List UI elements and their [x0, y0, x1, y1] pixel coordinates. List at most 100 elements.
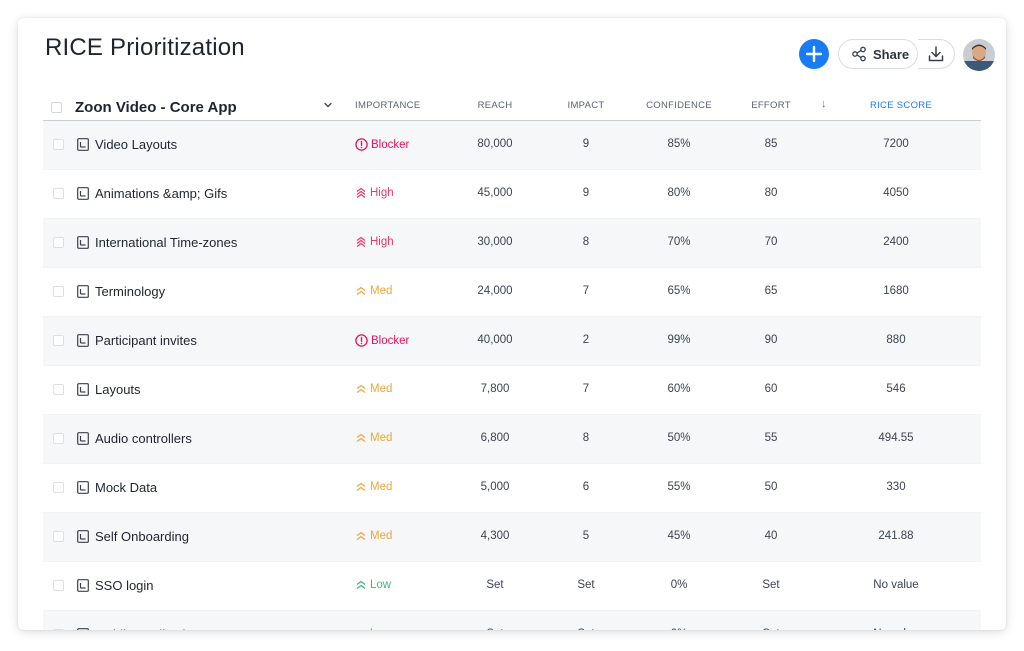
row-name[interactable]: SSO login: [95, 578, 154, 593]
row-name[interactable]: Animations &amp; Gifs: [95, 186, 228, 201]
reach-cell[interactable]: 45,000: [477, 187, 513, 199]
confidence-cell[interactable]: 70%: [667, 236, 691, 248]
row-checkbox[interactable]: [53, 237, 64, 248]
sort-arrow-icon[interactable]: ↓: [821, 98, 827, 110]
row-name[interactable]: Video Layouts: [95, 137, 178, 152]
effort-cell[interactable]: Set: [762, 579, 780, 591]
row-name[interactable]: Terminology: [95, 284, 166, 299]
reach-cell[interactable]: 5,000: [480, 481, 510, 493]
confidence-cell[interactable]: 85%: [667, 138, 691, 150]
importance-badge[interactable]: Med: [355, 432, 392, 444]
row-name[interactable]: Mock Data: [95, 480, 158, 495]
effort-cell[interactable]: 40: [764, 530, 778, 542]
confidence-cell[interactable]: 80%: [667, 187, 691, 199]
confidence-cell[interactable]: 0%: [670, 579, 688, 591]
row-checkbox[interactable]: [53, 384, 64, 395]
add-item-button[interactable]: [799, 39, 829, 69]
header-impact[interactable]: IMPACT: [567, 100, 605, 111]
table-row[interactable]: Audio controllers Med 6,800 8 50% 55 494.55: [43, 415, 981, 464]
chevron-down-icon[interactable]: [323, 100, 333, 110]
header-confidence[interactable]: CONFIDENCE: [646, 100, 712, 111]
table-row[interactable]: International Time-zones High 30,000 8 70% 70…: [43, 219, 981, 268]
reach-cell[interactable]: 6,800: [480, 432, 510, 444]
reach-cell[interactable]: 80,000: [477, 138, 513, 150]
effort-cell[interactable]: Set: [747, 628, 795, 630]
row-name[interactable]: Layouts: [95, 382, 141, 397]
impact-cell[interactable]: 8: [582, 236, 590, 248]
row-name[interactable]: Participant invites: [95, 333, 197, 348]
confidence-cell[interactable]: 45%: [667, 530, 691, 542]
header-effort[interactable]: EFFORT: [751, 100, 791, 111]
impact-cell[interactable]: 2: [582, 334, 590, 346]
impact-cell[interactable]: 6: [582, 481, 590, 493]
confidence-cell[interactable]: 0%: [639, 628, 719, 630]
reach-cell[interactable]: 24,000: [477, 285, 513, 297]
row-checkbox[interactable]: [53, 335, 64, 346]
row-checkbox[interactable]: [53, 531, 64, 542]
effort-cell[interactable]: 65: [764, 285, 778, 297]
impact-cell[interactable]: 7: [582, 383, 590, 395]
row-checkbox[interactable]: [53, 629, 64, 630]
reach-cell[interactable]: 40,000: [477, 334, 513, 346]
reach-cell[interactable]: Set: [486, 579, 504, 591]
table-row[interactable]: Terminology Med 24,000 7 65% 65 1680: [43, 268, 981, 317]
confidence-cell[interactable]: 60%: [667, 383, 691, 395]
row-name[interactable]: Audio controllers: [95, 431, 192, 446]
row-checkbox[interactable]: [53, 433, 64, 444]
header-rice-score[interactable]: RICE SCORE: [869, 100, 933, 111]
table-row[interactable]: Mobile Application Low Set Set 0% Set No value: [43, 611, 981, 630]
row-name[interactable]: International Time-zones: [95, 235, 238, 250]
share-button[interactable]: Share: [838, 39, 918, 69]
header-reach[interactable]: REACH: [477, 100, 513, 111]
importance-badge[interactable]: High: [355, 236, 394, 248]
table-row[interactable]: Animations &amp; Gifs High 45,000 9 80% 80 405…: [43, 170, 981, 219]
row-checkbox[interactable]: [53, 188, 64, 199]
user-avatar[interactable]: [963, 39, 995, 71]
importance-badge[interactable]: Low: [355, 579, 391, 591]
impact-cell[interactable]: 8: [582, 432, 590, 444]
impact-cell[interactable]: 5: [582, 530, 590, 542]
confidence-cell[interactable]: 99%: [667, 334, 691, 346]
importance-badge[interactable]: Blocker: [355, 138, 409, 151]
reach-cell[interactable]: 30,000: [477, 236, 513, 248]
table-row[interactable]: Video Layouts Blocker 80,000 9 85% 85 7200: [43, 121, 981, 170]
importance-badge[interactable]: High: [355, 187, 394, 199]
select-all-checkbox[interactable]: [51, 102, 62, 113]
importance-badge[interactable]: Blocker: [355, 334, 409, 347]
download-button[interactable]: [918, 39, 955, 69]
confidence-cell[interactable]: 65%: [667, 285, 691, 297]
reach-cell[interactable]: 7,800: [480, 383, 510, 395]
reach-cell[interactable]: Set: [455, 628, 535, 630]
row-name[interactable]: Self Onboarding: [95, 529, 189, 544]
impact-cell[interactable]: 7: [582, 285, 590, 297]
table-row[interactable]: Mock Data Med 5,000 6 55% 50 330: [43, 464, 981, 513]
impact-cell[interactable]: 9: [582, 138, 590, 150]
effort-cell[interactable]: 90: [764, 334, 778, 346]
impact-cell[interactable]: Set: [577, 579, 595, 591]
row-name[interactable]: Mobile Application: [95, 627, 200, 630]
importance-badge[interactable]: Med: [355, 285, 392, 297]
importance-badge[interactable]: Med: [355, 530, 392, 542]
effort-cell[interactable]: 60: [764, 383, 778, 395]
effort-cell[interactable]: 85: [764, 138, 778, 150]
table-row[interactable]: Participant invites Blocker 40,000 2 99% 90 88…: [43, 317, 981, 366]
row-checkbox[interactable]: [53, 580, 64, 591]
effort-cell[interactable]: 50: [764, 481, 778, 493]
impact-cell[interactable]: Set: [555, 628, 617, 630]
importance-badge[interactable]: Med: [355, 383, 392, 395]
table-row[interactable]: SSO login Low Set Set 0% Set No value: [43, 562, 981, 611]
effort-cell[interactable]: 80: [764, 187, 778, 199]
table-row[interactable]: Self Onboarding Med 4,300 5 45% 40 241.88: [43, 513, 981, 562]
reach-cell[interactable]: 4,300: [480, 530, 510, 542]
impact-cell[interactable]: 9: [582, 187, 590, 199]
effort-cell[interactable]: 55: [764, 432, 778, 444]
row-checkbox[interactable]: [53, 139, 64, 150]
table-row[interactable]: Layouts Med 7,800 7 60% 60 546: [43, 366, 981, 415]
importance-badge[interactable]: Med: [355, 481, 392, 493]
header-importance[interactable]: IMPORTANCE: [355, 100, 421, 111]
importance-badge[interactable]: Low: [355, 628, 391, 630]
effort-cell[interactable]: 70: [764, 236, 778, 248]
confidence-cell[interactable]: 50%: [667, 432, 691, 444]
row-checkbox[interactable]: [53, 482, 64, 493]
confidence-cell[interactable]: 55%: [667, 481, 691, 493]
